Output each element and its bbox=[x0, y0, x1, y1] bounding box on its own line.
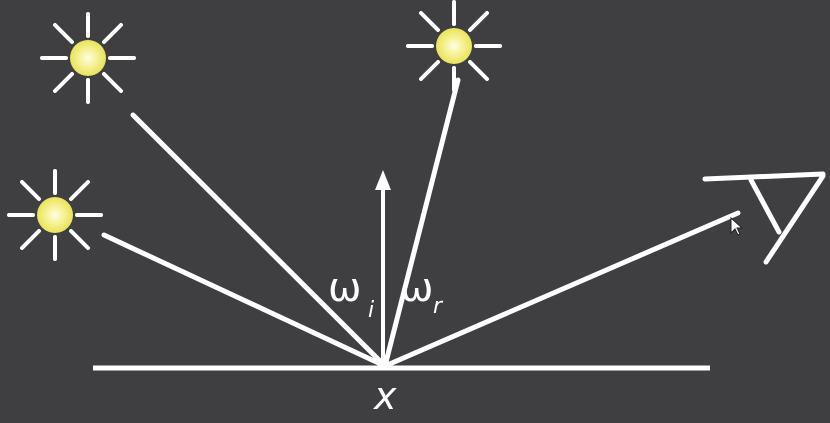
omega-symbol: ω bbox=[328, 265, 362, 311]
ray-to-light-left bbox=[101, 232, 388, 369]
point-x-label: x bbox=[374, 374, 397, 418]
ray-to-light-top bbox=[382, 77, 461, 369]
omega-symbol: ω bbox=[400, 265, 434, 311]
ray-to-eye bbox=[382, 210, 741, 369]
ray-to-light-top-left bbox=[130, 112, 388, 369]
light-source-icon bbox=[406, 0, 502, 92]
light-source-icon bbox=[7, 169, 103, 261]
incident-subscript: i bbox=[368, 298, 375, 323]
reflected-subscript: r bbox=[433, 294, 443, 319]
eye-icon bbox=[702, 171, 826, 265]
light-source-icon bbox=[40, 12, 136, 104]
normal-arrow-head bbox=[375, 170, 391, 190]
incident-direction-label: ω bbox=[328, 268, 362, 308]
mouse-cursor-icon bbox=[730, 216, 744, 236]
reflected-direction-label: ω bbox=[400, 268, 434, 308]
